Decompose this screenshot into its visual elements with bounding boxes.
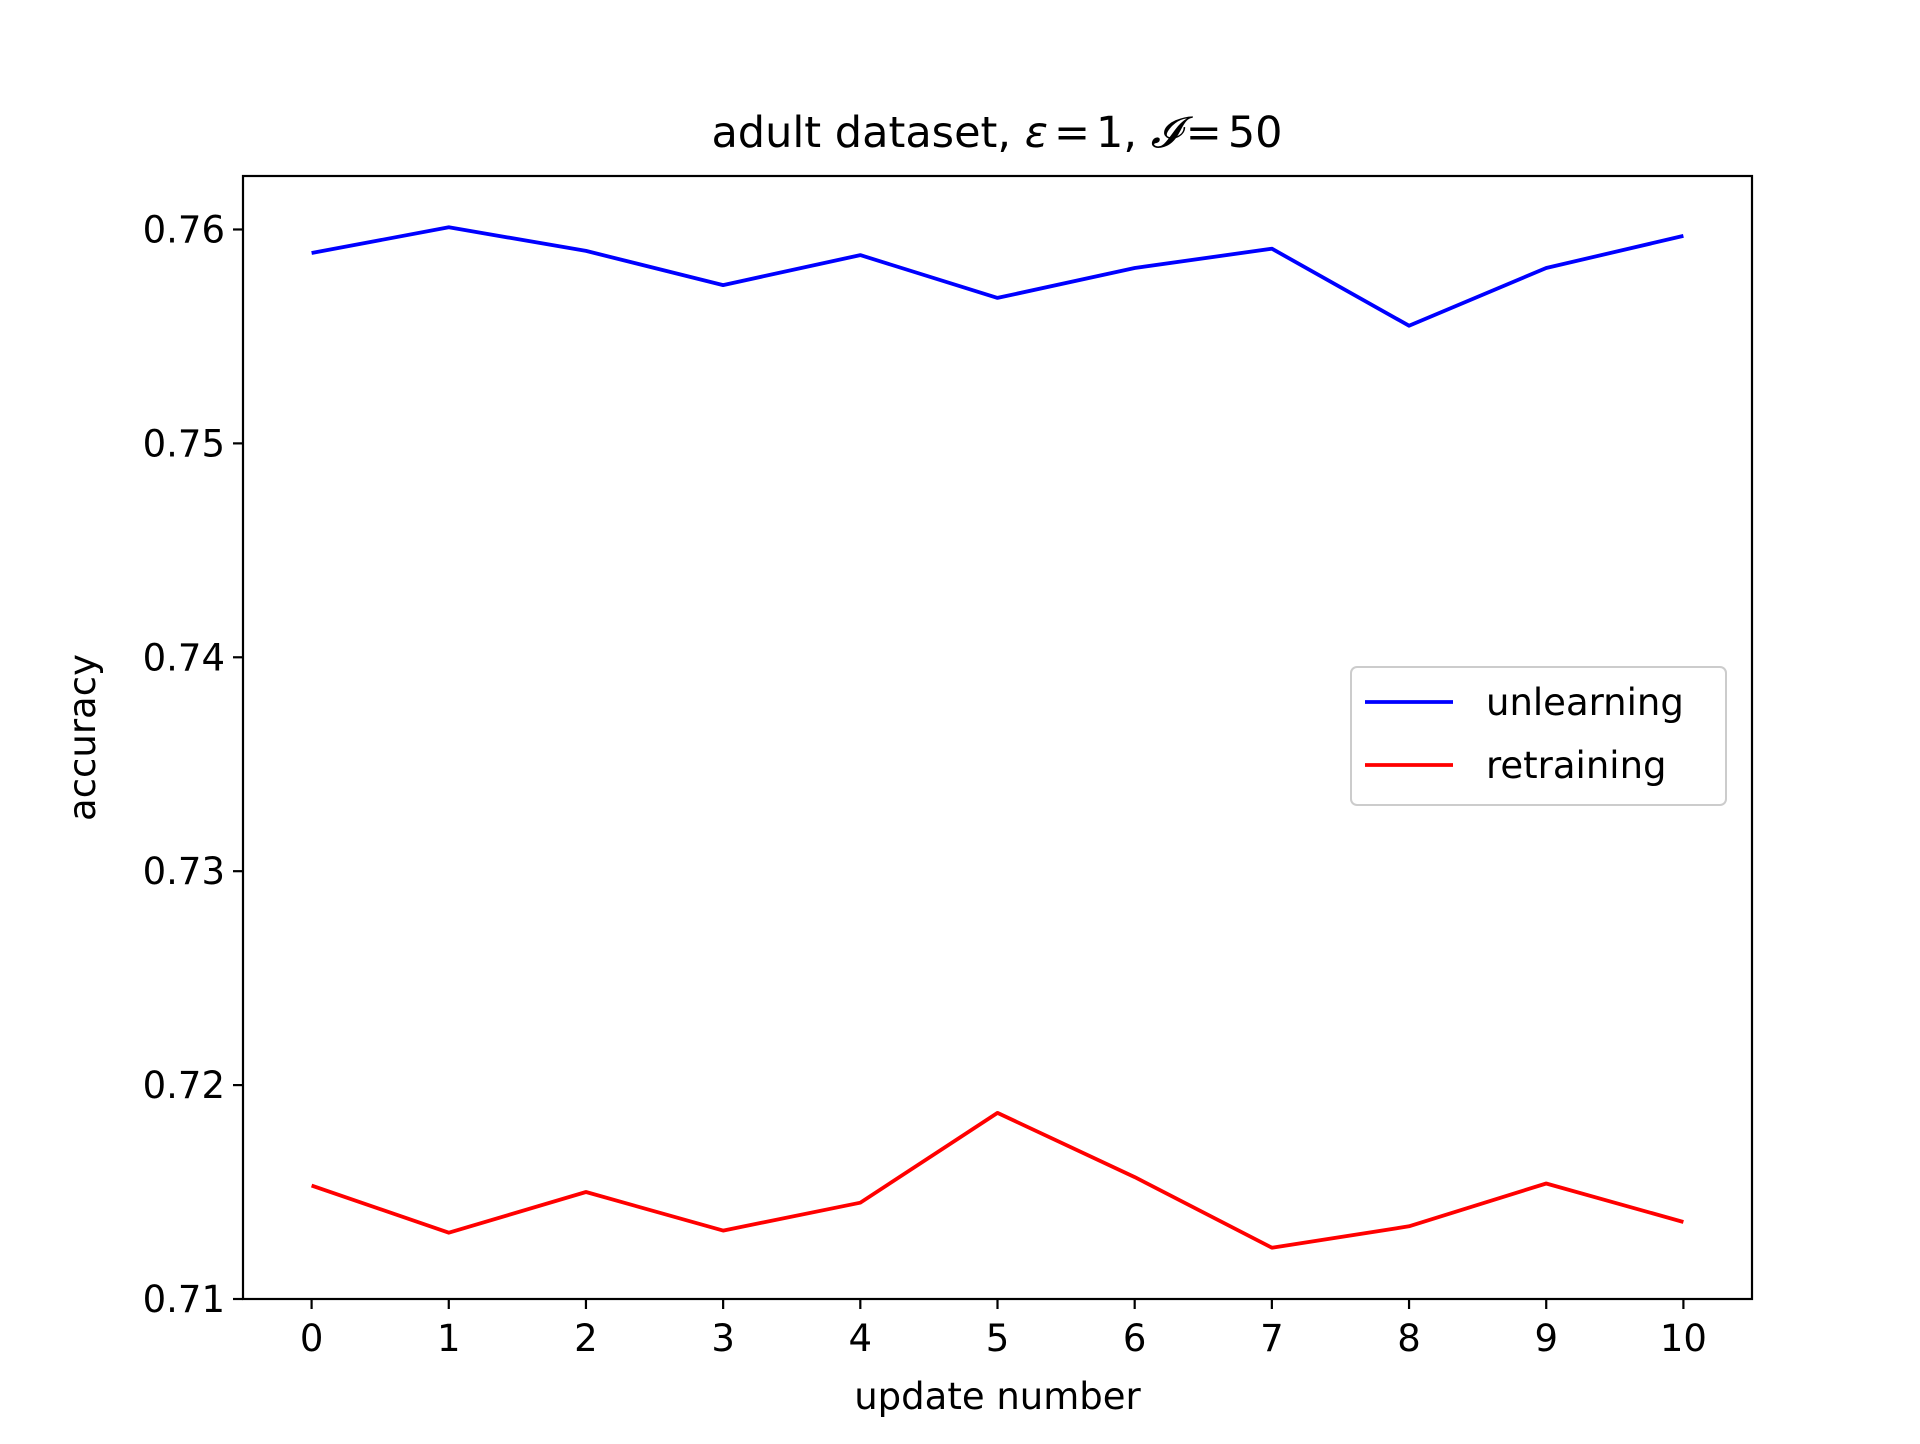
y-tick-label: 0.73	[143, 850, 225, 893]
legend-label-unlearning: unlearning	[1486, 681, 1684, 724]
y-tick-label: 0.76	[143, 208, 225, 251]
x-axis-label: update number	[854, 1375, 1141, 1418]
y-tick-label: 0.75	[143, 422, 225, 465]
x-axis-ticks: 0 1 2 3 4 5 6 7 8 9 10	[300, 1299, 1707, 1360]
title-sep: ,	[1123, 108, 1150, 158]
y-tick-label: 0.71	[143, 1278, 225, 1321]
title-epsilon-value: 1	[1096, 108, 1123, 158]
x-tick-label: 4	[849, 1317, 873, 1360]
x-tick-label: 0	[300, 1317, 324, 1360]
y-axis-label: accuracy	[61, 654, 104, 821]
legend-label-retraining: retraining	[1486, 744, 1667, 787]
series-line-unlearning	[311, 225, 1684, 328]
x-tick-label: 9	[1534, 1317, 1558, 1360]
y-tick-label: 0.74	[143, 636, 225, 679]
x-tick-label: 7	[1260, 1317, 1284, 1360]
x-tick-label: 8	[1397, 1317, 1421, 1360]
x-tick-label: 2	[574, 1317, 598, 1360]
series-lines	[310, 225, 1684, 1250]
x-tick-label: 1	[437, 1317, 461, 1360]
title-iter-value: 50	[1228, 108, 1283, 158]
chart-title: adult dataset, ε = 1, 𝓘 = 50	[711, 108, 1282, 158]
x-tick-label: 5	[986, 1317, 1010, 1360]
legend: unlearning retraining	[1350, 666, 1727, 806]
title-eq-2: =	[1186, 108, 1222, 158]
x-tick-label: 6	[1123, 1317, 1147, 1360]
x-tick-label: 3	[711, 1317, 735, 1360]
title-eq-1: =	[1054, 108, 1090, 158]
series-line-retraining	[310, 1111, 1684, 1250]
x-tick-label: 10	[1660, 1317, 1707, 1360]
y-tick-label: 0.72	[143, 1064, 225, 1107]
title-epsilon-symbol: ε	[1025, 108, 1048, 158]
title-prefix: adult dataset,	[711, 108, 1024, 158]
y-axis-ticks: 0.71 0.72 0.73 0.74 0.75 0.76	[143, 208, 243, 1321]
